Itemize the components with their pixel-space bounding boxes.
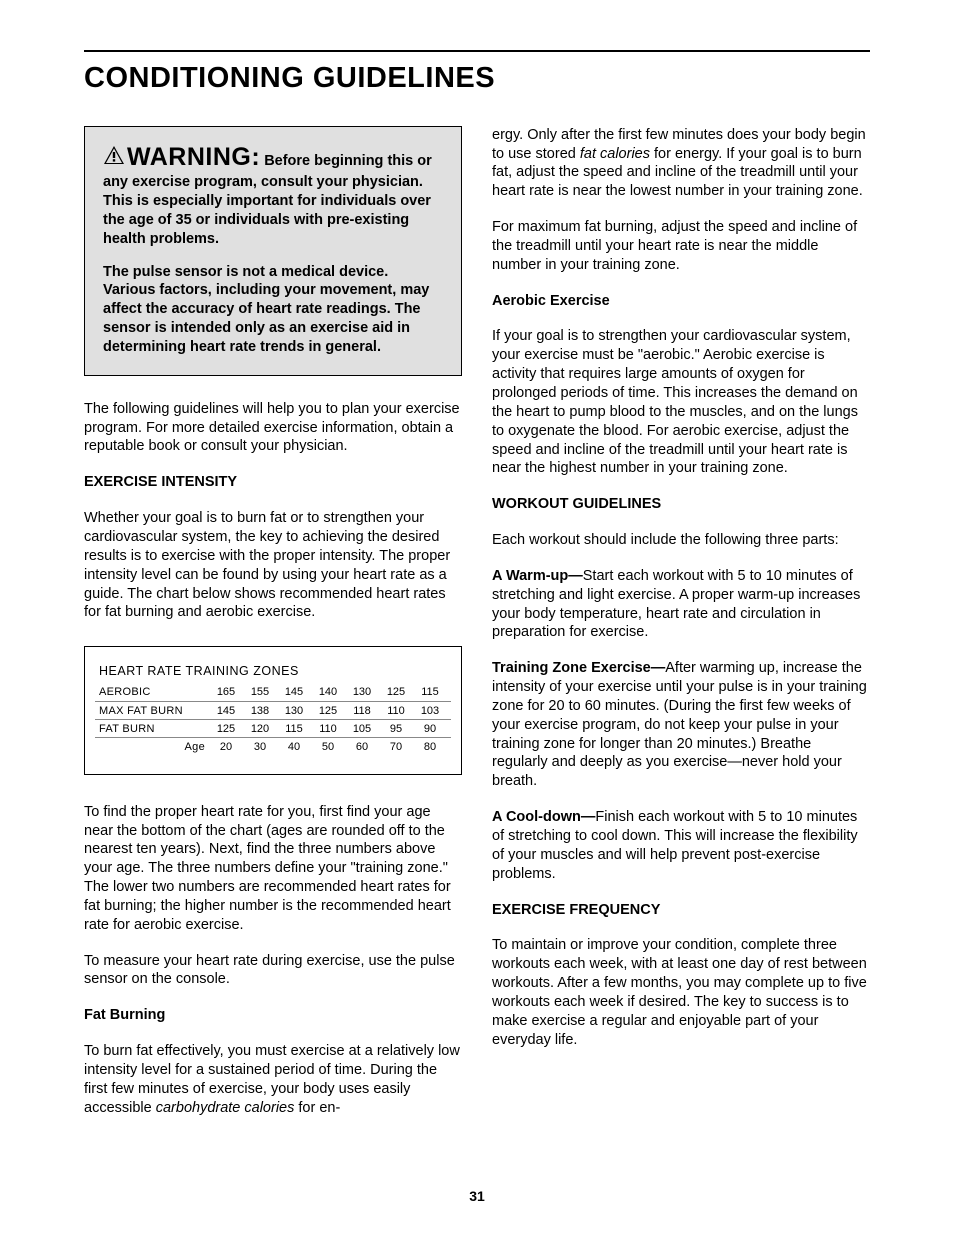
exercise-intensity-head: EXERCISE INTENSITY xyxy=(84,473,462,492)
chart-cell: 110 xyxy=(311,722,345,736)
chart-cell: 155 xyxy=(243,685,277,699)
page-title: CONDITIONING GUIDELINES xyxy=(84,60,870,98)
chart-age-row: Age20304050607080 xyxy=(95,738,451,755)
chart-cell: 130 xyxy=(277,704,311,718)
chart-cell: 90 xyxy=(413,722,447,736)
aerobic-head: Aerobic Exercise xyxy=(492,292,870,311)
chart-age-cell: 30 xyxy=(243,740,277,754)
warning-word: WARNING: xyxy=(127,143,260,171)
chart-cell: 165 xyxy=(209,685,243,699)
chart-age-cell: 40 xyxy=(277,740,311,754)
fat-burning-head: Fat Burning xyxy=(84,1006,462,1025)
chart-cell: 120 xyxy=(243,722,277,736)
chart-age-label: Age xyxy=(95,740,209,754)
exercise-frequency-head: EXERCISE FREQUENCY xyxy=(492,901,870,920)
chart-row-label: MAX FAT BURN xyxy=(95,704,209,718)
cooldown-label: A Cool-down— xyxy=(492,809,595,825)
aerobic-body: If your goal is to strengthen your cardi… xyxy=(492,327,870,478)
cont-italic: fat calories xyxy=(580,146,650,162)
chart-cell: 115 xyxy=(277,722,311,736)
workout-guidelines-head: WORKOUT GUIDELINES xyxy=(492,495,870,514)
chart-title: HEART RATE TRAINING ZONES xyxy=(99,663,451,679)
page-number: 31 xyxy=(84,1187,870,1205)
chart-cell: 130 xyxy=(345,685,379,699)
cooldown-paragraph: A Cool-down—Finish each workout with 5 t… xyxy=(492,808,870,883)
intro-paragraph: The following guidelines will help you t… xyxy=(84,400,462,457)
top-rule xyxy=(84,50,870,52)
maxfat-paragraph: For maximum fat burning, adjust the spee… xyxy=(492,218,870,275)
chart-cell: 145 xyxy=(209,704,243,718)
chart-cell: 125 xyxy=(209,722,243,736)
chart-cell: 118 xyxy=(345,704,379,718)
fatburn-text-b: for en- xyxy=(294,1100,340,1116)
chart-row-label: AEROBIC xyxy=(95,685,209,699)
chart-age-cell: 80 xyxy=(413,740,447,754)
right-column: ergy. Only after the first few minutes d… xyxy=(492,126,870,1118)
tze-label: Training Zone Exercise— xyxy=(492,660,665,676)
columns: WARNING: Before beginning this or any ex… xyxy=(84,126,870,1118)
warning-paragraph-2: The pulse sensor is not a medical device… xyxy=(103,263,443,357)
chart-rows: AEROBIC165155145140130125115MAX FAT BURN… xyxy=(95,683,451,755)
chart-row: AEROBIC165155145140130125115 xyxy=(95,683,451,701)
exercise-frequency-body: To maintain or improve your condition, c… xyxy=(492,936,870,1049)
fat-burning-body: To burn fat effectively, you must exerci… xyxy=(84,1042,462,1117)
chart-cell: 115 xyxy=(413,685,447,699)
chart-cell: 125 xyxy=(311,704,345,718)
workout-intro: Each workout should include the followin… xyxy=(492,531,870,550)
left-column: WARNING: Before beginning this or any ex… xyxy=(84,126,462,1118)
warning-box: WARNING: Before beginning this or any ex… xyxy=(84,126,462,376)
exercise-intensity-body: Whether your goal is to burn fat or to s… xyxy=(84,509,462,622)
chart-cell: 105 xyxy=(345,722,379,736)
chart-cell: 95 xyxy=(379,722,413,736)
heart-rate-chart: HEART RATE TRAINING ZONES AEROBIC1651551… xyxy=(84,646,462,774)
chart-cell: 103 xyxy=(413,704,447,718)
warmup-paragraph: A Warm-up—Start each workout with 5 to 1… xyxy=(492,567,870,642)
fatburn-continuation: ergy. Only after the first few minutes d… xyxy=(492,126,870,201)
chart-cell: 125 xyxy=(379,685,413,699)
chart-row-label: FAT BURN xyxy=(95,722,209,736)
chart-age-cell: 20 xyxy=(209,740,243,754)
chart-cell: 145 xyxy=(277,685,311,699)
chart-cell: 140 xyxy=(311,685,345,699)
chart-explain-1: To find the proper heart rate for you, f… xyxy=(84,803,462,935)
chart-age-cell: 50 xyxy=(311,740,345,754)
chart-row: FAT BURN1251201151101059590 xyxy=(95,720,451,738)
warning-icon xyxy=(103,145,125,171)
chart-explain-2: To measure your heart rate during exerci… xyxy=(84,952,462,990)
chart-cell: 138 xyxy=(243,704,277,718)
chart-age-cell: 70 xyxy=(379,740,413,754)
chart-age-cell: 60 xyxy=(345,740,379,754)
chart-cell: 110 xyxy=(379,704,413,718)
warmup-label: A Warm-up— xyxy=(492,568,583,584)
warning-paragraph-1: WARNING: Before beginning this or any ex… xyxy=(103,141,443,249)
chart-row: MAX FAT BURN145138130125118110103 xyxy=(95,702,451,720)
fatburn-italic: carbohydrate calories xyxy=(156,1100,295,1116)
training-zone-paragraph: Training Zone Exercise—After warming up,… xyxy=(492,659,870,791)
tze-body: After warming up, increase the intensity… xyxy=(492,660,867,789)
